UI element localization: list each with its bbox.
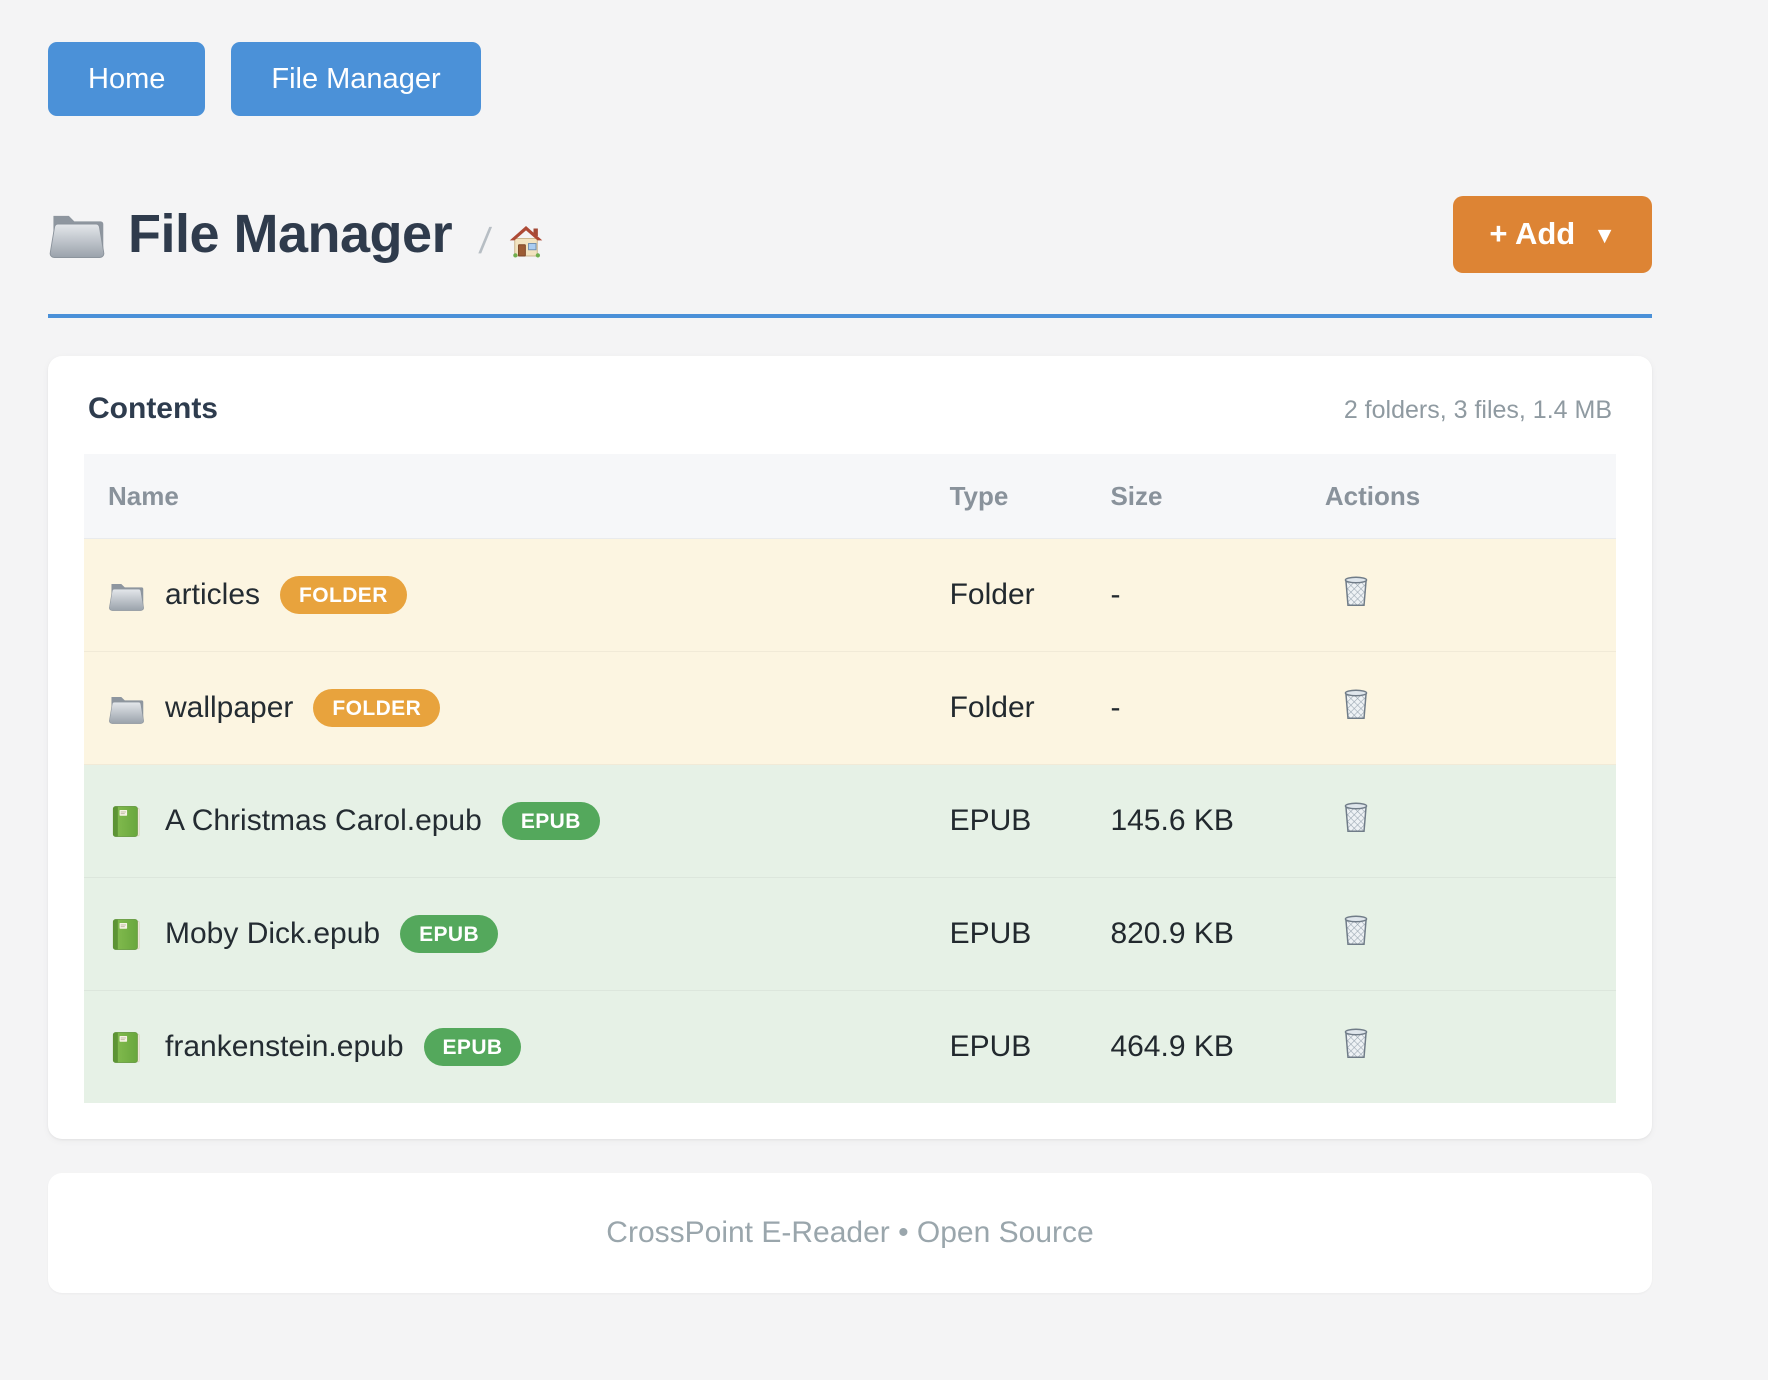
folder-icon — [48, 205, 106, 263]
title-divider — [48, 314, 1652, 318]
breadcrumb: / — [477, 220, 546, 262]
home-icon[interactable] — [506, 221, 546, 261]
actions-cell — [1324, 990, 1616, 1103]
trash-icon — [1337, 911, 1375, 949]
type-cell: EPUB — [949, 764, 1111, 878]
size-cell: - — [1110, 651, 1325, 765]
file-name-cell[interactable]: wallpaper FOLDER — [84, 651, 950, 765]
epub-badge: EPUB — [400, 915, 499, 953]
breadcrumb-separator: / — [477, 220, 494, 261]
chevron-down-icon: ▼ — [1593, 221, 1616, 248]
delete-button[interactable] — [1337, 685, 1375, 723]
contents-title: Contents — [88, 392, 218, 425]
file-name[interactable]: articles — [165, 578, 261, 611]
green-book-icon — [108, 803, 145, 840]
type-cell: Folder — [949, 538, 1111, 652]
trash-icon — [1337, 685, 1375, 723]
actions-cell — [1324, 651, 1616, 765]
trash-icon — [1337, 572, 1375, 610]
file-name-cell[interactable]: Moby Dick.epub EPUB — [84, 877, 950, 991]
table-row: articles FOLDER Folder - — [84, 538, 1616, 652]
file-name[interactable]: Moby Dick.epub — [165, 917, 381, 950]
folder-badge: FOLDER — [280, 576, 407, 614]
actions-cell — [1324, 877, 1616, 991]
table-row: wallpaper FOLDER Folder - — [84, 651, 1616, 765]
trash-icon — [1337, 798, 1375, 836]
contents-card: Contents 2 folders, 3 files, 1.4 MB Name… — [48, 356, 1652, 1139]
nav-home-button[interactable]: Home — [48, 42, 206, 116]
epub-badge: EPUB — [501, 802, 600, 840]
file-name[interactable]: wallpaper — [165, 691, 294, 724]
column-header-name: Name — [84, 454, 950, 539]
folder-icon — [108, 690, 145, 727]
type-cell: Folder — [949, 651, 1111, 765]
add-button[interactable]: + Add ▼ — [1453, 195, 1652, 273]
file-name-cell[interactable]: A Christmas Carol.epub EPUB — [84, 764, 950, 878]
delete-button[interactable] — [1337, 1024, 1375, 1062]
size-cell: 145.6 KB — [1110, 764, 1325, 878]
type-cell: EPUB — [949, 877, 1111, 991]
table-header-row: Name Type Size Actions — [84, 454, 1616, 539]
nav-file-manager-button[interactable]: File Manager — [231, 42, 481, 116]
page-title: File Manager — [128, 204, 453, 264]
title-wrap: File Manager — [48, 203, 453, 265]
size-cell: 820.9 KB — [1110, 877, 1325, 991]
add-button-label: + Add — [1489, 216, 1576, 251]
green-book-icon — [108, 1029, 145, 1066]
delete-button[interactable] — [1337, 798, 1375, 836]
green-book-icon — [108, 916, 145, 953]
top-nav: Home File Manager — [48, 42, 1652, 116]
contents-header: Contents 2 folders, 3 files, 1.4 MB — [84, 392, 1616, 426]
page-container: Home File Manager File Manager / + Add ▼… — [48, 0, 1652, 1293]
folder-icon — [108, 577, 145, 614]
trash-icon — [1337, 1024, 1375, 1062]
table-row: A Christmas Carol.epub EPUB EPUB 145.6 K… — [84, 764, 1616, 878]
size-cell: - — [1110, 538, 1325, 652]
column-header-actions: Actions — [1324, 454, 1616, 539]
footer-text: CrossPoint E-Reader • Open Source — [606, 1216, 1094, 1249]
column-header-size: Size — [1110, 454, 1325, 539]
actions-cell — [1324, 764, 1616, 878]
folder-badge: FOLDER — [313, 689, 441, 727]
file-table: Name Type Size Actions articles FOLDER — [84, 454, 1616, 1103]
column-header-type: Type — [949, 454, 1111, 539]
table-row: Moby Dick.epub EPUB EPUB 820.9 KB — [84, 877, 1616, 991]
contents-summary: 2 folders, 3 files, 1.4 MB — [1343, 396, 1612, 424]
type-cell: EPUB — [949, 990, 1111, 1103]
file-name[interactable]: A Christmas Carol.epub — [165, 804, 482, 837]
delete-button[interactable] — [1337, 911, 1375, 949]
file-name-cell[interactable]: frankenstein.epub EPUB — [84, 990, 950, 1103]
actions-cell — [1324, 538, 1616, 652]
size-cell: 464.9 KB — [1110, 990, 1325, 1103]
delete-button[interactable] — [1337, 572, 1375, 610]
footer: CrossPoint E-Reader • Open Source — [48, 1173, 1652, 1293]
file-name-cell[interactable]: articles FOLDER — [84, 538, 950, 652]
epub-badge: EPUB — [423, 1028, 522, 1066]
page-header: File Manager / + Add ▼ — [48, 182, 1652, 286]
table-row: frankenstein.epub EPUB EPUB 464.9 KB — [84, 990, 1616, 1103]
file-name[interactable]: frankenstein.epub — [165, 1030, 404, 1063]
